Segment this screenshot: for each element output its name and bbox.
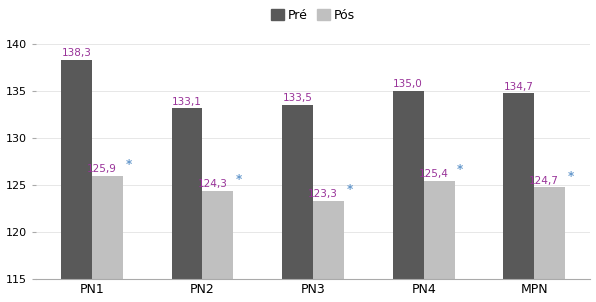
Text: 133,1: 133,1 [172,97,202,107]
Bar [503,93,534,278]
Bar [61,59,92,278]
Bar [534,188,565,278]
Bar [424,181,455,278]
Text: 125,9: 125,9 [87,164,117,174]
Bar [203,191,234,278]
Text: 134,7: 134,7 [504,82,533,92]
Bar [282,105,313,278]
Text: 138,3: 138,3 [61,48,91,58]
Text: *: * [567,170,574,183]
Legend: Pré, Pós: Pré, Pós [266,4,360,27]
Text: 124,7: 124,7 [529,175,559,185]
Text: 124,3: 124,3 [197,179,227,189]
Bar [393,91,424,278]
Text: 125,4: 125,4 [418,169,449,179]
Text: *: * [125,159,132,172]
Text: *: * [457,163,463,176]
Bar [92,176,123,278]
Bar [313,201,344,278]
Text: *: * [236,173,242,186]
Text: 123,3: 123,3 [308,189,338,199]
Text: *: * [346,183,353,196]
Bar [172,108,203,278]
Text: 135,0: 135,0 [393,79,423,89]
Text: 133,5: 133,5 [283,93,312,103]
